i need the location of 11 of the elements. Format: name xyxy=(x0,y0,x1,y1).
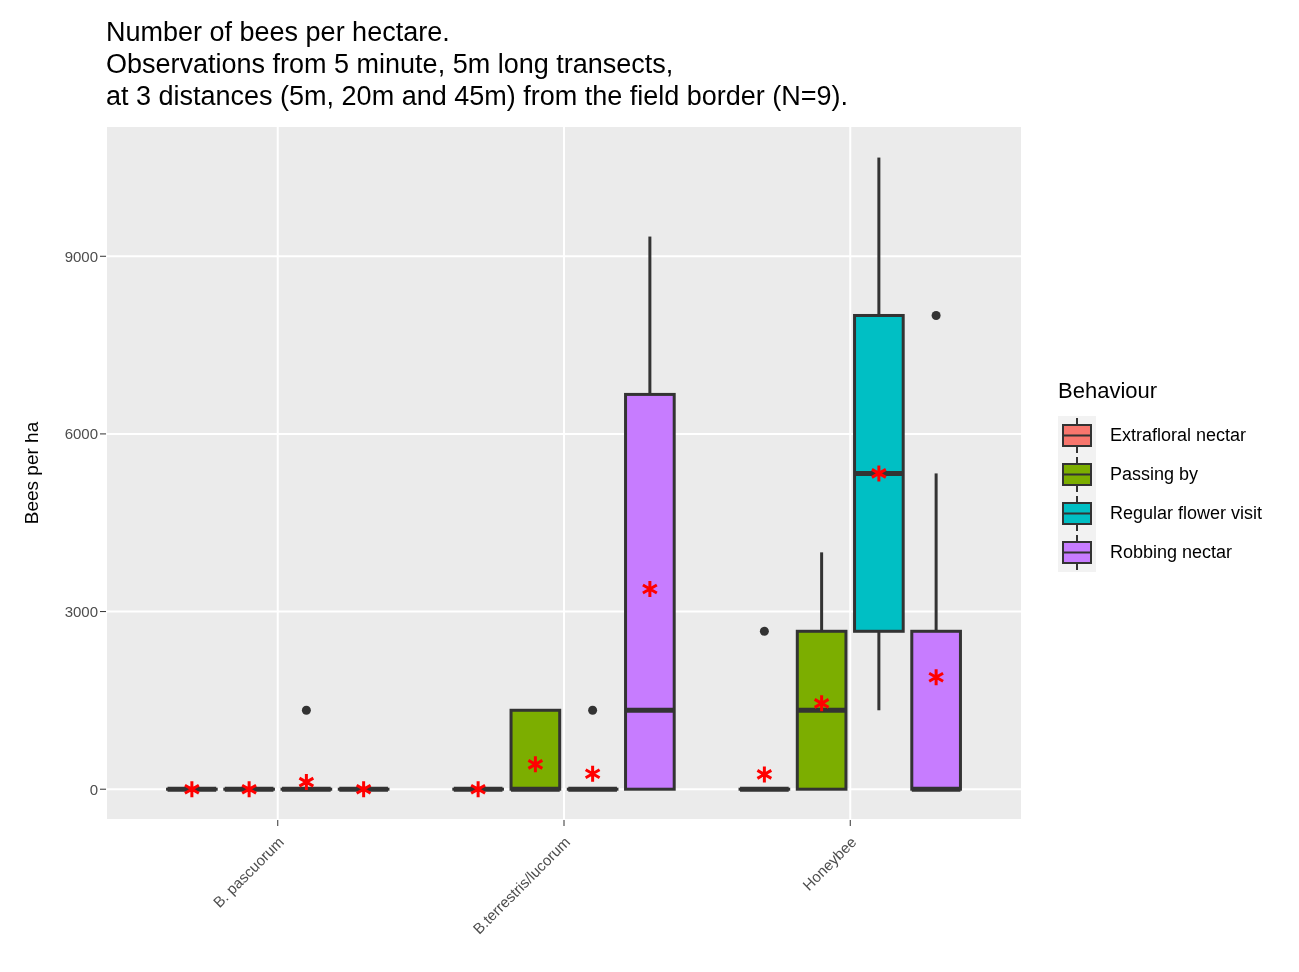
chart-title: Number of bees per hectare. Observations from 5 minute, 5m long transects, at 3 distances (5m, 20m and 45m) from the field border (N=9). xyxy=(106,16,849,112)
y-tick-label: 3000 xyxy=(64,602,98,620)
y-tick-label: 6000 xyxy=(64,425,98,443)
legend-label: Robbing nectar xyxy=(1110,542,1233,563)
legend-title: Behaviour xyxy=(1058,378,1159,404)
y-tick-label: 9000 xyxy=(64,247,98,265)
legend-label: Passing by xyxy=(1110,464,1199,485)
y-tick-label: 0 xyxy=(89,780,98,798)
legend-label: Regular flower visit xyxy=(1110,503,1263,524)
legend-label: Extrafloral nectar xyxy=(1110,425,1247,446)
y-axis-title: Bees per ha xyxy=(21,421,43,525)
